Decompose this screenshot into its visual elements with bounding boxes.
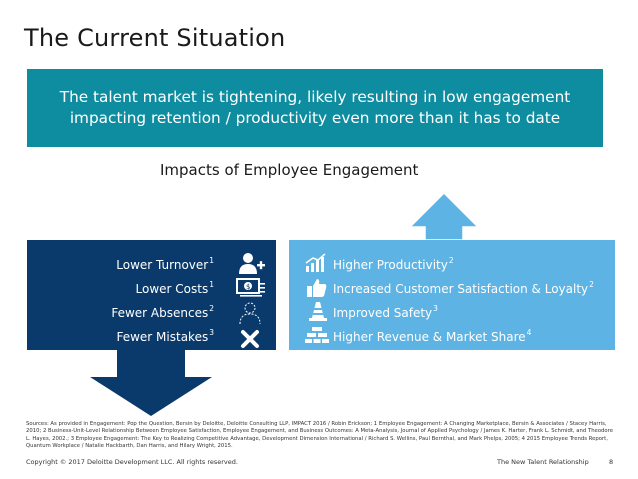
citation-sup: 4 <box>526 328 532 337</box>
svg-text:$: $ <box>246 283 250 291</box>
banner-line-1: The talent market is tightening, likely … <box>59 88 571 106</box>
key-message-banner: The talent market is tightening, likely … <box>27 69 603 147</box>
citation-sup: 1 <box>209 280 214 289</box>
growth-chart-icon <box>305 253 326 272</box>
list-item-fewer-mistakes: Fewer Mistakes3 <box>116 328 214 344</box>
safety-cone-icon <box>309 302 327 321</box>
list-item-lower-turnover: Lower Turnover1 <box>116 256 214 272</box>
list-item-fewer-absences: Fewer Absences2 <box>111 304 214 320</box>
citation-sup: 3 <box>433 304 438 313</box>
list-item-higher-revenue: Higher Revenue & Market Share4 <box>333 328 532 344</box>
list-item-lower-costs: Lower Costs1 <box>135 280 214 296</box>
reduced-impacts-list: Lower Turnover1 Lower Costs1 Fewer Absen… <box>96 256 214 352</box>
citation-sup: 2 <box>589 280 594 289</box>
money-stack-icon <box>305 327 329 343</box>
copyright-text: Copyright © 2017 Deloitte Development LL… <box>26 458 238 466</box>
citation-sup: 2 <box>448 256 454 265</box>
citation-sup: 1 <box>209 256 214 265</box>
positive-impacts-list: Higher Productivity2 Increased Customer … <box>333 256 623 352</box>
slide-title: The Current Situation <box>24 24 286 52</box>
page-number: 8 <box>609 458 614 466</box>
user-plus-icon <box>239 253 265 274</box>
footer-title: The New Talent Relationship <box>497 458 589 466</box>
up-arrow-shape <box>408 191 480 241</box>
list-item-higher-productivity: Higher Productivity2 <box>333 256 454 272</box>
list-item-improved-safety: Improved Safety3 <box>333 304 438 320</box>
x-mark-icon <box>241 330 259 348</box>
citation-sup: 3 <box>209 328 214 337</box>
down-arrow-shape <box>27 240 276 416</box>
thumbs-up-icon <box>307 279 327 297</box>
positive-impacts-box <box>289 240 615 350</box>
person-outline-icon <box>239 302 261 325</box>
citation-sup: 2 <box>209 304 214 313</box>
sources-footnote: Sources: As provided in Engagement: Pop … <box>26 421 613 449</box>
dollar-bill-icon: $ <box>236 278 265 297</box>
impacts-heading: Impacts of Employee Engagement <box>160 161 419 179</box>
list-item-customer-satisfaction: Increased Customer Satisfaction & Loyalt… <box>333 280 594 296</box>
banner-line-2: impacting retention / productivity even … <box>69 109 561 127</box>
